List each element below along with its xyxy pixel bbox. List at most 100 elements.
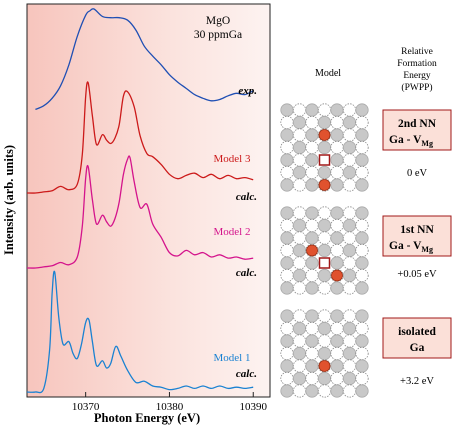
mg-atom bbox=[280, 384, 294, 398]
o-atom bbox=[280, 346, 294, 361]
mg-atom bbox=[342, 321, 357, 336]
box-line1: 1st NN bbox=[400, 224, 434, 236]
mg-atom bbox=[342, 243, 357, 258]
lattice-model-3 bbox=[280, 309, 369, 398]
mg-atom bbox=[280, 359, 294, 373]
x-axis-label: Photon Energy (eV) bbox=[94, 411, 200, 425]
energy-header-line3: Energy bbox=[403, 71, 431, 81]
mg-atom bbox=[305, 128, 319, 142]
spectra bbox=[26, 8, 254, 394]
box-line2: Ga - VMg bbox=[389, 240, 433, 254]
mg-atom bbox=[292, 218, 307, 233]
energy-header-line2: Formation bbox=[397, 59, 437, 69]
mg-atom bbox=[292, 371, 307, 386]
mg-atom bbox=[292, 346, 307, 361]
mg-atom bbox=[330, 309, 344, 323]
o-atom bbox=[342, 178, 357, 192]
mg-atom bbox=[305, 281, 319, 295]
mg-atom bbox=[305, 178, 319, 192]
mg-atom bbox=[317, 218, 332, 233]
o-atom bbox=[317, 309, 332, 323]
o-atom bbox=[292, 384, 307, 398]
o-atom bbox=[292, 231, 307, 245]
energy-value-2nd-nn: 0 eV bbox=[407, 168, 428, 179]
mg-atom bbox=[292, 140, 307, 155]
mg-atom bbox=[280, 206, 294, 220]
o-atom bbox=[292, 256, 307, 270]
mg-atom bbox=[355, 281, 369, 295]
x-tick-label: 10390 bbox=[239, 401, 267, 413]
model3-calc-tag: calc. bbox=[236, 191, 257, 203]
o-atom bbox=[305, 218, 319, 233]
y-axis-label: Intensity (arb. units) bbox=[2, 145, 16, 255]
mg-vacancy bbox=[318, 154, 331, 166]
o-atom bbox=[280, 371, 294, 386]
mg-atom bbox=[280, 309, 294, 323]
o-atom bbox=[305, 140, 319, 155]
o-atom bbox=[342, 103, 357, 117]
sample-label: MgO bbox=[206, 15, 230, 27]
o-atom bbox=[342, 231, 357, 245]
o-atom bbox=[342, 334, 357, 348]
mg-atom bbox=[330, 128, 344, 142]
mg-atom bbox=[342, 346, 357, 361]
o-atom bbox=[280, 165, 294, 180]
o-atom bbox=[292, 206, 307, 220]
o-atom bbox=[355, 346, 369, 361]
ga-atom bbox=[318, 360, 331, 372]
o-atom bbox=[342, 281, 357, 295]
energy-header-line4: (PWPP) bbox=[401, 82, 432, 93]
mg-atom bbox=[280, 231, 294, 245]
o-atom bbox=[305, 371, 319, 386]
mg-atom bbox=[305, 359, 319, 373]
mg-atom bbox=[342, 165, 357, 180]
mg-atom bbox=[305, 153, 319, 167]
o-atom bbox=[342, 206, 357, 220]
x-tick-label: 10380 bbox=[156, 401, 184, 413]
mg-atom bbox=[342, 268, 357, 283]
box-line2: Ga - VMg bbox=[389, 134, 433, 148]
mg-atom bbox=[317, 243, 332, 258]
mg-atom bbox=[355, 103, 369, 117]
mg-atom bbox=[355, 153, 369, 167]
mg-atom bbox=[330, 103, 344, 117]
model-box-1st-nn: 1st NN Ga - VMg bbox=[382, 215, 452, 257]
o-atom bbox=[317, 384, 332, 398]
o-atom bbox=[355, 165, 369, 180]
o-atom bbox=[305, 115, 319, 130]
mg-atom bbox=[305, 256, 319, 270]
o-atom bbox=[342, 359, 357, 373]
o-atom bbox=[280, 268, 294, 283]
x-tick-label: 10370 bbox=[72, 401, 100, 413]
mg-atom bbox=[330, 384, 344, 398]
o-atom bbox=[317, 206, 332, 220]
o-atom bbox=[355, 243, 369, 258]
model3-label: Model 3 bbox=[214, 153, 251, 165]
x-ticks: 10370 10380 10390 bbox=[72, 392, 267, 413]
lattice-model-2 bbox=[280, 206, 369, 295]
o-atom bbox=[355, 115, 369, 130]
mg-atom bbox=[330, 231, 344, 245]
exp-tag: exp. bbox=[238, 85, 257, 97]
mg-vacancy bbox=[318, 257, 331, 269]
mg-atom bbox=[280, 281, 294, 295]
o-atom bbox=[292, 309, 307, 323]
o-atom bbox=[330, 346, 344, 361]
o-atom bbox=[280, 243, 294, 258]
mg-atom bbox=[292, 165, 307, 180]
o-atom bbox=[355, 218, 369, 233]
mg-atom bbox=[342, 218, 357, 233]
o-atom bbox=[342, 384, 357, 398]
mg-atom bbox=[292, 243, 307, 258]
mg-atom bbox=[292, 115, 307, 130]
box-line1: isolated bbox=[398, 326, 436, 338]
o-atom bbox=[355, 140, 369, 155]
mg-atom bbox=[305, 309, 319, 323]
mg-atom bbox=[305, 384, 319, 398]
mg-atom bbox=[305, 206, 319, 220]
mg-atom bbox=[305, 103, 319, 117]
model-box-isolated: isolated Ga bbox=[382, 317, 452, 359]
o-atom bbox=[330, 218, 344, 233]
model-header: Model bbox=[315, 68, 341, 79]
